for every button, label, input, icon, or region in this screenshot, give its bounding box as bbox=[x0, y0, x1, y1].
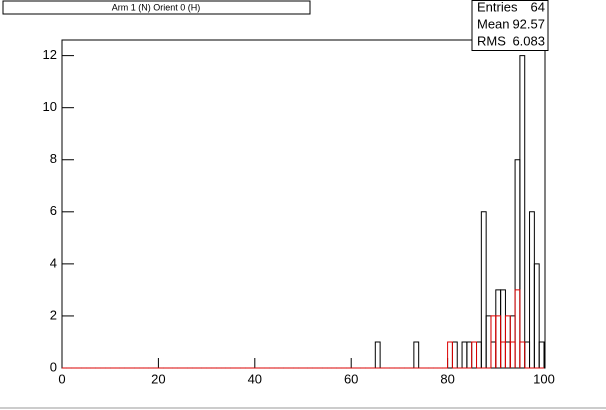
x-tick-label: 40 bbox=[248, 371, 262, 386]
x-tick-label: 60 bbox=[344, 371, 358, 386]
histogram-bin bbox=[519, 55, 526, 368]
title-box bbox=[2, 0, 311, 15]
histogram-bin bbox=[519, 341, 526, 368]
histogram-bin bbox=[533, 263, 540, 368]
chart-title: Arm 1 (N) Orient 0 (H) bbox=[112, 2, 201, 12]
y-tick-label: 8 bbox=[50, 151, 57, 166]
y-tick-label: 2 bbox=[50, 307, 57, 322]
histogram-bin bbox=[514, 289, 521, 368]
x-tick-label: 80 bbox=[440, 371, 454, 386]
y-tick-label: 10 bbox=[43, 99, 57, 114]
histogram-bin bbox=[471, 341, 478, 368]
stats-value: 64 bbox=[531, 0, 545, 14]
y-tick-label: 0 bbox=[50, 359, 57, 374]
y-tick-label: 4 bbox=[50, 255, 57, 270]
histogram-bin bbox=[538, 341, 545, 368]
stats-label: RMS bbox=[477, 33, 506, 48]
x-tick-label: 0 bbox=[58, 371, 65, 386]
histogram-bin bbox=[447, 341, 453, 368]
stats-value: 92.57 bbox=[512, 16, 545, 31]
y-tick-label: 12 bbox=[43, 47, 57, 62]
stats-value: 6.083 bbox=[512, 33, 545, 48]
stats-label: Mean bbox=[477, 16, 510, 31]
y-tick-label: 6 bbox=[50, 203, 57, 218]
stats-box bbox=[471, 0, 549, 51]
histogram-bin bbox=[413, 341, 420, 368]
x-tick-label: 20 bbox=[151, 371, 165, 386]
histogram-bin bbox=[480, 211, 487, 368]
x-tick-label: 100 bbox=[533, 371, 555, 386]
stats-label: Entries bbox=[477, 0, 518, 14]
histogram-bin bbox=[374, 341, 381, 368]
